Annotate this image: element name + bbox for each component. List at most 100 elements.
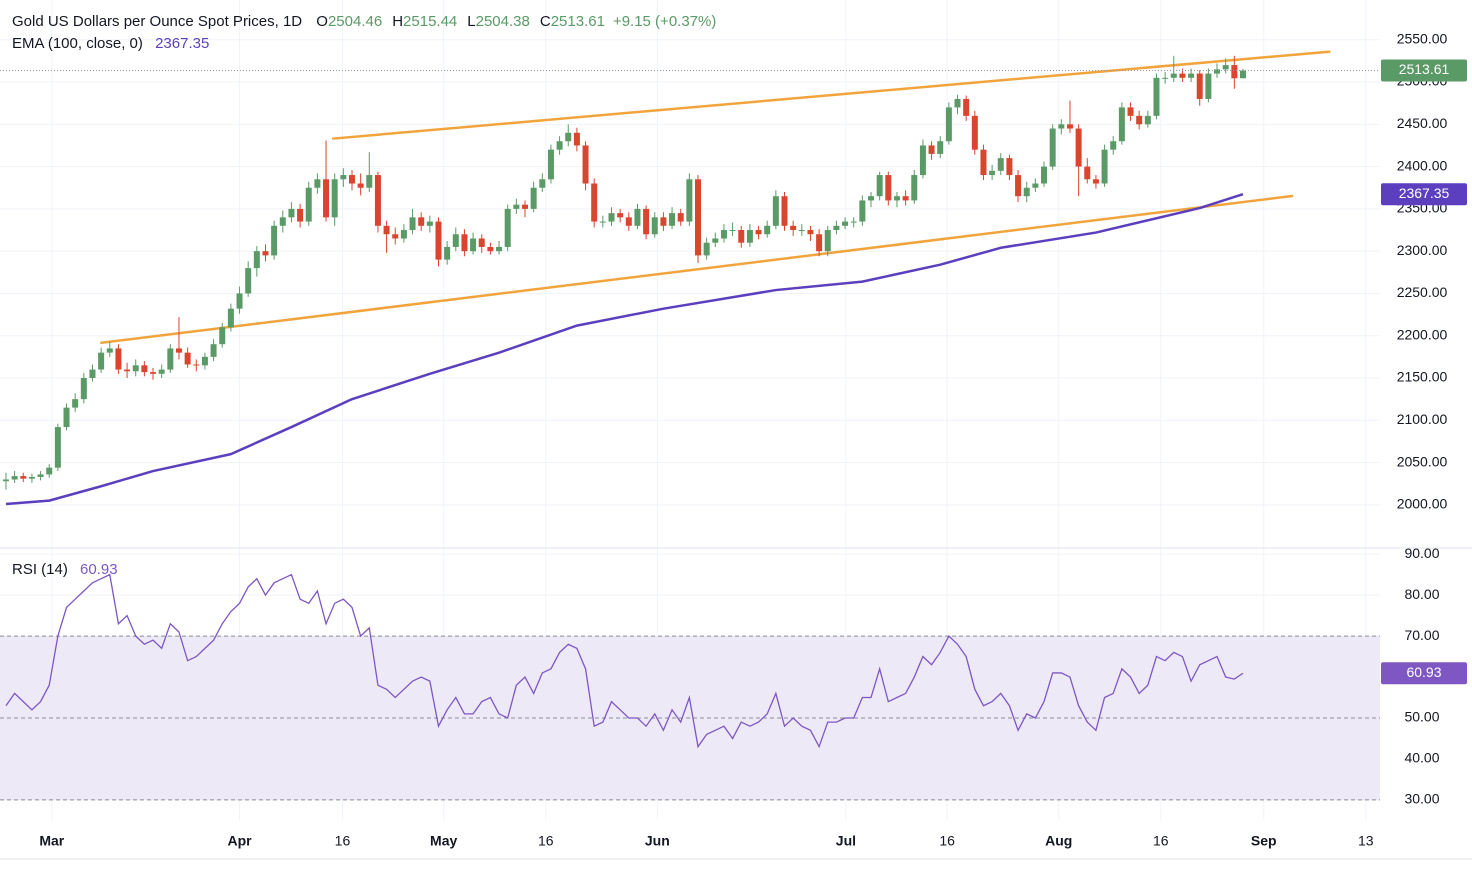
candle-body (1239, 70, 1246, 79)
candle-body (245, 268, 252, 294)
plot (0, 50, 1380, 801)
candle-body (184, 352, 191, 365)
x-tick-label: 16 (335, 833, 351, 849)
x-tick-label: Mar (39, 833, 64, 849)
candle-body (1110, 141, 1117, 150)
rsi-tag-bg (1381, 662, 1467, 685)
ema-line (5, 193, 1244, 506)
candle-body (175, 348, 182, 353)
candle-body (426, 221, 433, 226)
candle-body (876, 175, 883, 197)
rsi-name: RSI (14) (12, 561, 68, 578)
ohlc-letter: L (467, 13, 475, 30)
candle-body (1101, 149, 1108, 184)
candle-body (98, 352, 105, 370)
y-tick-label: 2000.00 (1397, 496, 1448, 512)
candle-body (28, 476, 35, 479)
y-tick-label: 2100.00 (1397, 411, 1448, 427)
x-tick-label: 16 (1153, 833, 1169, 849)
ema-tag: 2367.35 (1399, 185, 1450, 201)
x-tick-label: Sep (1251, 833, 1277, 849)
candle-body (461, 234, 468, 252)
candle-body (530, 187, 537, 209)
candle-body (1127, 107, 1134, 116)
candle-body (132, 365, 139, 372)
candle-body (115, 348, 122, 370)
candle-body (1170, 73, 1177, 78)
y-tick-label: 2050.00 (1397, 453, 1448, 469)
candle-body (798, 230, 805, 232)
candle-body (746, 230, 753, 243)
candle-body (72, 399, 79, 408)
candle-body (1084, 166, 1091, 180)
candle-body (89, 369, 96, 379)
candle-body (963, 98, 970, 116)
candle-body (1032, 183, 1039, 188)
candle-body (46, 467, 53, 475)
candle-body (1231, 65, 1238, 79)
y-tick-label: 2450.00 (1397, 115, 1448, 131)
candle-body (288, 208, 295, 218)
candle-body (720, 230, 727, 239)
candle-body (1196, 73, 1203, 99)
candle-body (504, 208, 511, 247)
rsi-legend: RSI (14) 60.93 (12, 561, 118, 578)
candle-body (539, 179, 546, 188)
ohlc-letter: H (392, 13, 403, 30)
candle-body (971, 115, 978, 150)
x-tick-label: Jul (836, 833, 856, 849)
candle-body (902, 196, 909, 201)
candle-body (383, 225, 390, 235)
candle-body (738, 230, 745, 243)
rsi-line (5, 573, 1244, 749)
candle-body (1214, 69, 1221, 74)
candle-body (643, 208, 650, 235)
y-tick-label: 90.00 (1404, 545, 1439, 561)
candle-body (695, 179, 702, 256)
candle-body (1205, 73, 1212, 99)
candle-body (305, 187, 312, 222)
ohlc-value: 2504.46 (328, 13, 382, 30)
candle-body (452, 234, 459, 247)
ohlc-letter: O (316, 13, 328, 30)
x-tick-label: Apr (227, 833, 252, 849)
candle-body (651, 217, 658, 235)
candle-body (1153, 77, 1160, 116)
candle-body (158, 369, 165, 374)
candle-body (366, 175, 373, 188)
candle-body (193, 364, 200, 366)
candle-body (236, 293, 243, 309)
candle-body (210, 344, 217, 357)
candle-body (911, 175, 918, 201)
y-tick-label: 80.00 (1404, 586, 1439, 602)
candle-body (712, 238, 719, 243)
candle-body (919, 145, 926, 176)
y-tick-label: 2200.00 (1397, 326, 1448, 342)
candle-body (219, 327, 226, 345)
ohlc-value: 2513.61 (551, 13, 605, 30)
candle-body (1066, 124, 1073, 129)
last-price-tag-bg (1381, 59, 1467, 82)
candle-body (37, 474, 44, 477)
candle-body (253, 251, 260, 269)
candle-body (669, 213, 676, 226)
ohlc-value: 2515.44 (403, 13, 457, 30)
header: Gold US Dollars per Ounce Spot Prices, 1… (12, 13, 716, 30)
candle-body (729, 230, 736, 232)
last-price-tag: 2513.61 (1399, 61, 1450, 77)
candle-body (1092, 179, 1099, 184)
candle-body (54, 427, 61, 468)
candle-body (1188, 73, 1195, 78)
candle-body (1049, 128, 1056, 167)
candle-body (496, 246, 503, 252)
candle-body (340, 175, 347, 180)
candle-body (625, 217, 632, 226)
candle-body (755, 230, 762, 235)
candle-body (556, 141, 563, 150)
x-tick-label: Jun (645, 833, 670, 849)
candle-body (582, 145, 589, 184)
y-tick-label: 2150.00 (1397, 369, 1448, 385)
x-tick-label: 13 (1358, 833, 1374, 849)
candle-body (323, 179, 330, 218)
candle-body (634, 208, 641, 226)
